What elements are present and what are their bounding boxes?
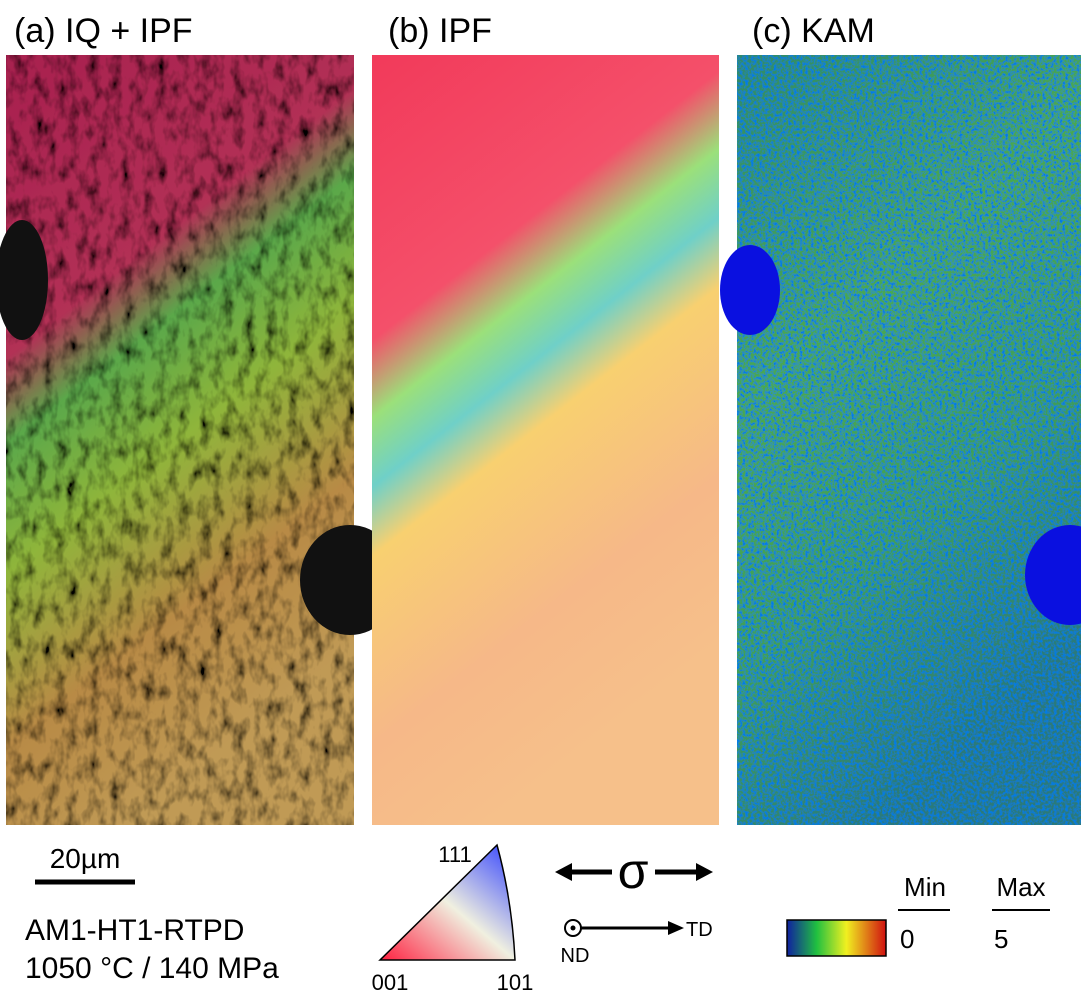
- colorbar-min: 0: [900, 924, 914, 954]
- arrow-head: [555, 863, 572, 881]
- condition-label: 1050 °C / 140 MPa: [25, 952, 279, 985]
- sample-label: AM1-HT1-RTPD: [25, 914, 244, 947]
- pore: [0, 220, 48, 340]
- panel-title: (a) IQ + IPF: [14, 12, 193, 50]
- iq-ipf-map: [6, 55, 354, 825]
- ipf-label: 111: [438, 842, 471, 867]
- ipf-triangle: [378, 843, 516, 961]
- pore: [1025, 525, 1081, 625]
- arrow-head: [696, 863, 713, 881]
- axis-label: TD: [686, 919, 713, 941]
- colorbar-label: Min: [904, 872, 946, 902]
- panel-title: (b) IPF: [388, 12, 492, 50]
- axis-label: ND: [561, 945, 590, 967]
- ipf-label: 001: [372, 970, 409, 995]
- panel-title: (c) KAM: [752, 12, 875, 50]
- arrow-head: [668, 921, 684, 935]
- colorbar-label: Max: [996, 872, 1045, 902]
- kam-map: [737, 55, 1081, 825]
- colorbar-max: 5: [994, 924, 1008, 954]
- ipf-label: 101: [497, 970, 534, 995]
- kam-colorbar: [786, 919, 887, 957]
- scale-bar-label: 20µm: [50, 843, 121, 874]
- stress-symbol: σ: [618, 843, 649, 899]
- ipf-map: [372, 55, 719, 825]
- nd-dot: [570, 925, 576, 931]
- pore: [720, 245, 780, 335]
